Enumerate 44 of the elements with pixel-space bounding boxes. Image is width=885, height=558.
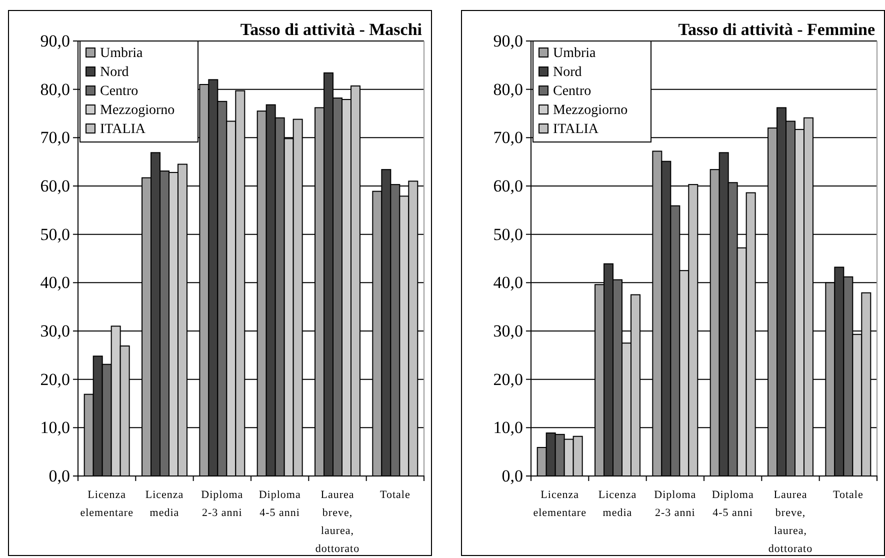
y-tick-label: 50,0: [493, 224, 523, 244]
x-tick-label: Diploma 4-5 anni: [712, 489, 754, 519]
x-tick-label: Licenza elementare: [80, 489, 134, 519]
chart-title: Tasso di attività - Maschi: [240, 20, 422, 39]
legend-label: Centro: [553, 84, 592, 99]
y-tick-label: 30,0: [493, 321, 523, 340]
legend-label: ITALIA: [553, 122, 600, 137]
chart-title: Tasso di attività - Femmine: [678, 20, 876, 39]
legend-label: Centro: [100, 84, 138, 99]
legend-label: Nord: [100, 65, 129, 80]
x-tick-label: Licenza elementare: [533, 489, 586, 519]
legend-label: Umbria: [553, 46, 597, 61]
y-tick-label: 60,0: [40, 176, 70, 196]
legend-label: Umbria: [100, 46, 144, 61]
y-tick-label: 50,0: [40, 224, 70, 244]
x-tick-label: Licenza media: [145, 489, 184, 519]
y-tick-label: 20,0: [40, 370, 70, 389]
x-tick-label: Laurea breve, laurea, dottorato: [315, 489, 360, 555]
x-tick-label: Totale: [380, 489, 410, 501]
legend-label: Mezzogiorno: [553, 103, 628, 118]
x-tick-label: Diploma 2-3 anni: [201, 489, 244, 519]
y-tick-label: 0,0: [502, 466, 523, 486]
y-tick-label: 80,0: [40, 80, 70, 99]
y-tick-label: 10,0: [493, 418, 523, 438]
legend-label: ITALIA: [100, 122, 146, 137]
x-tick-label: Diploma 2-3 anni: [654, 489, 696, 519]
y-tick-label: 80,0: [493, 80, 523, 99]
y-tick-label: 20,0: [493, 370, 523, 389]
x-tick-label: Laurea breve, laurea, dottorato: [768, 489, 813, 555]
x-tick-label: Diploma 4-5 anni: [258, 489, 301, 519]
y-tick-label: 40,0: [40, 273, 70, 292]
y-tick-label: 70,0: [493, 128, 523, 148]
y-tick-label: 90,0: [493, 31, 523, 50]
y-tick-label: 30,0: [40, 321, 70, 340]
y-tick-label: 10,0: [40, 418, 70, 438]
legend-label: Nord: [553, 65, 582, 80]
y-tick-label: 0,0: [48, 466, 70, 486]
x-tick-label: Licenza media: [598, 489, 637, 519]
y-tick-label: 40,0: [493, 273, 523, 292]
x-tick-label: Totale: [833, 489, 864, 501]
y-tick-label: 90,0: [40, 31, 70, 50]
y-tick-label: 60,0: [493, 176, 523, 196]
legend-label: Mezzogiorno: [100, 103, 175, 118]
y-tick-label: 70,0: [40, 128, 70, 148]
